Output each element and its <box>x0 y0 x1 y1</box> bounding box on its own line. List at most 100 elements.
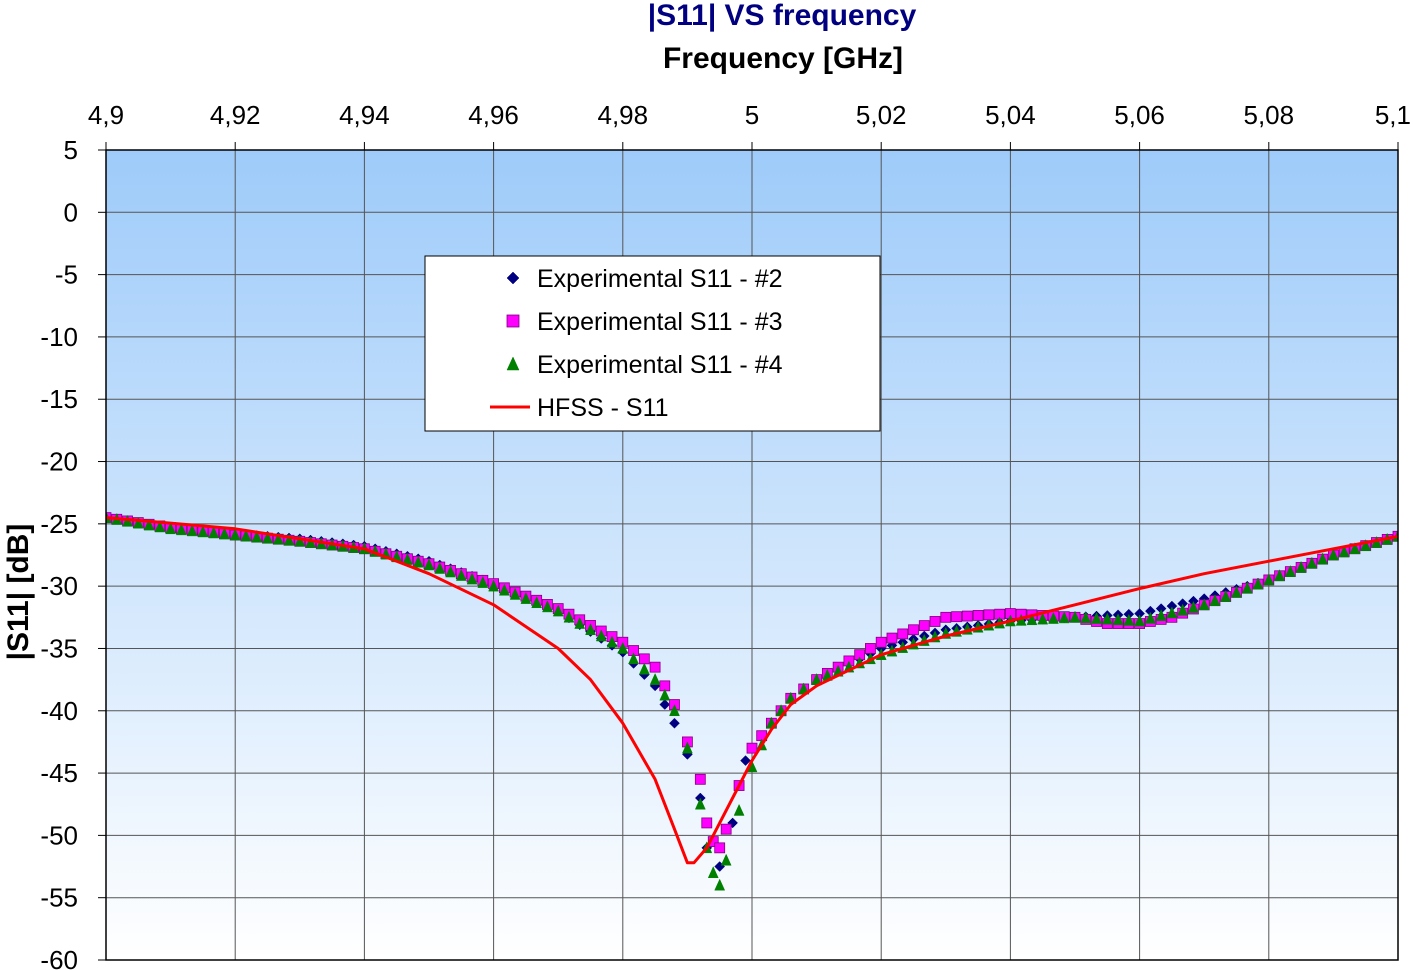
data-point <box>143 518 155 531</box>
data-point <box>251 530 263 543</box>
data-point <box>1295 560 1307 573</box>
y-tick-label: -35 <box>40 633 78 663</box>
data-point <box>272 532 284 545</box>
data-point <box>1209 594 1221 606</box>
data-point <box>707 866 719 879</box>
legend-label: Experimental S11 - #2 <box>537 265 783 293</box>
data-point <box>466 572 478 585</box>
x-tick-labels: 4,9 4,92 4,94 4,96 4,98 5 5,02 5,04 5,06 5,08 5,1 <box>88 100 1411 130</box>
x-axis-label: Frequency [GHz] <box>663 42 903 75</box>
data-point <box>455 568 467 581</box>
data-point <box>720 853 732 866</box>
data-point <box>186 524 198 537</box>
data-point <box>659 688 671 701</box>
x-tick-label: 5,08 <box>1243 100 1294 130</box>
series-layer <box>106 511 1398 891</box>
data-point <box>574 616 586 629</box>
legend-label: HFSS - S11 <box>537 394 669 422</box>
data-point <box>132 516 144 529</box>
data-point <box>1166 606 1178 619</box>
chart-title: |S11| VS frequency <box>648 0 917 32</box>
data-point <box>1188 600 1199 613</box>
data-point <box>918 620 930 632</box>
data-point <box>240 529 252 542</box>
legend-item: HFSS - S11 <box>490 394 669 422</box>
legend-swatch <box>506 356 520 371</box>
data-point <box>659 699 671 710</box>
legend: Experimental S11 - #2 Experimental S11 - … <box>424 255 881 432</box>
data-point <box>1058 611 1070 624</box>
data-point <box>1134 614 1145 627</box>
data-point <box>498 583 510 596</box>
data-point <box>175 523 187 536</box>
y-tick-label: -40 <box>40 696 78 726</box>
y-tick-label: -50 <box>40 820 78 850</box>
data-point <box>638 653 650 665</box>
data-point <box>875 636 887 648</box>
data-point <box>694 797 706 810</box>
data-point <box>477 576 489 588</box>
y-tick-label: -15 <box>40 384 78 414</box>
x-tick-label: 4,96 <box>468 100 519 130</box>
y-tick-labels: 5 0 -5 -10 -15 -20 -25 -30 -35 -40 -45 -50 -55 -60 <box>40 135 78 970</box>
data-point <box>940 611 952 623</box>
data-point <box>488 579 499 592</box>
data-point <box>1252 577 1264 590</box>
y-tick-label: -55 <box>40 883 78 913</box>
data-point <box>1328 548 1339 561</box>
y-tick-label: -10 <box>40 322 78 352</box>
data-point <box>740 755 751 766</box>
y-axis-label: |S11| [dB] <box>2 524 35 661</box>
x-tick-label: 5 <box>745 100 759 130</box>
legend-item: Experimental S11 - #3 <box>506 308 783 336</box>
data-point <box>714 878 726 891</box>
data-point <box>412 555 424 568</box>
data-point <box>1155 609 1167 621</box>
data-point <box>445 565 456 578</box>
data-point <box>682 741 693 754</box>
plot-border <box>105 149 1399 961</box>
data-point <box>897 628 909 640</box>
data-point <box>552 604 564 617</box>
data-point <box>865 643 876 654</box>
data-point <box>1220 589 1232 602</box>
data-point <box>423 558 435 571</box>
data-point <box>434 561 446 574</box>
data-point <box>1274 569 1285 582</box>
data-point <box>1080 611 1092 624</box>
data-point <box>714 842 726 854</box>
data-point <box>972 610 984 621</box>
data-point <box>983 609 995 621</box>
y-tick-label: -30 <box>40 571 78 601</box>
y-tick-label: 5 <box>64 135 78 165</box>
data-point <box>283 533 295 546</box>
data-point <box>669 717 680 729</box>
data-point <box>649 673 661 685</box>
x-tick-label: 4,92 <box>210 100 261 130</box>
x-tick-label: 4,98 <box>597 100 648 130</box>
data-point <box>1037 612 1049 625</box>
data-point <box>1263 573 1275 586</box>
data-point <box>649 661 661 673</box>
data-point <box>1048 611 1059 624</box>
data-point <box>1144 611 1156 624</box>
data-point <box>1123 613 1135 626</box>
data-point <box>1198 598 1210 611</box>
y-tick-label: -20 <box>40 447 78 477</box>
y-tick-label: -5 <box>55 260 78 290</box>
legend-label: Experimental S11 - #3 <box>537 308 783 336</box>
data-point <box>638 662 650 675</box>
data-point <box>294 534 306 547</box>
data-point <box>929 616 941 627</box>
data-point <box>617 641 629 654</box>
data-point <box>219 527 230 540</box>
data-point <box>1112 613 1124 626</box>
y-tick-label: 0 <box>64 197 78 227</box>
data-point <box>628 652 639 665</box>
data-point <box>1069 610 1081 623</box>
data-point <box>1241 581 1253 594</box>
data-point <box>1026 613 1038 626</box>
data-point <box>197 525 209 538</box>
data-point <box>694 773 706 785</box>
data-point <box>1231 585 1242 598</box>
